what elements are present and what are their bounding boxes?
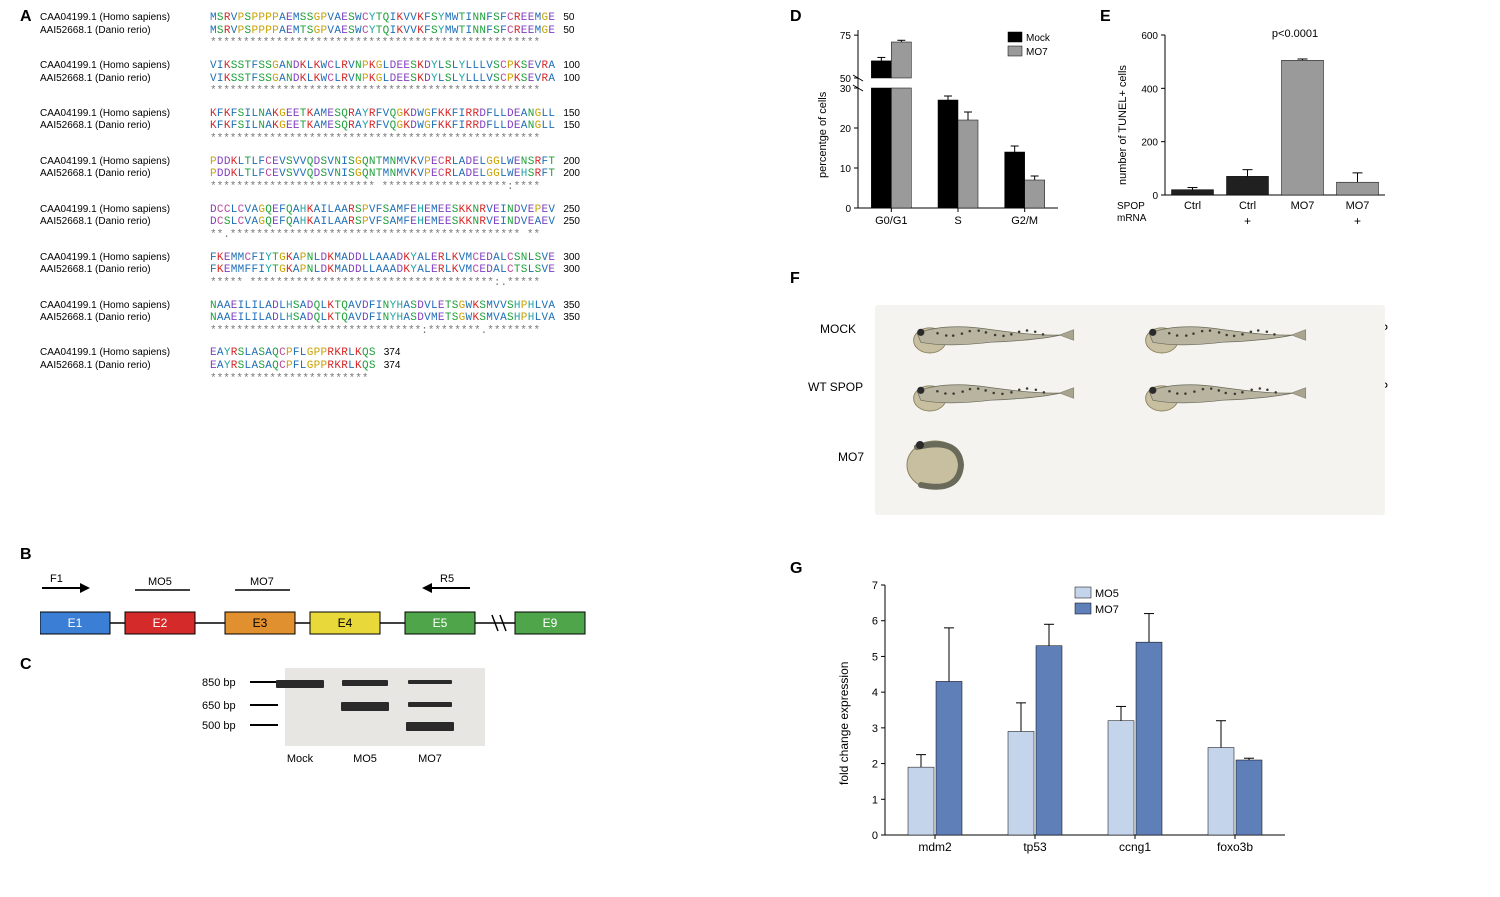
svg-text:ccng1: ccng1 [1119, 840, 1151, 854]
svg-text:percentge of cells: percentge of cells [817, 91, 829, 178]
svg-text:10: 10 [840, 164, 852, 175]
gel-image: 850 bp 650 bp 500 bp Mock MO5 MO7 [200, 660, 490, 773]
svg-text:0: 0 [872, 830, 878, 842]
svg-text:MO7: MO7 [1346, 200, 1370, 212]
svg-text:MO7: MO7 [250, 576, 274, 588]
svg-text:+: + [1354, 214, 1361, 228]
svg-text:MO5: MO5 [353, 753, 377, 765]
svg-text:0: 0 [845, 204, 851, 215]
gene-diagram: E1 E2 E3 E4 E5 E9 F1 R5 MO5 MO7 [40, 570, 600, 643]
svg-text:20: 20 [840, 124, 852, 135]
svg-text:mdm2: mdm2 [918, 840, 952, 854]
svg-text:Mock: Mock [1026, 33, 1051, 44]
svg-text:6: 6 [872, 616, 878, 628]
svg-text:F1: F1 [50, 573, 63, 585]
svg-text:500 bp: 500 bp [202, 720, 236, 732]
panel-label-f: F [790, 270, 800, 288]
svg-text:E5: E5 [433, 616, 448, 630]
svg-text:2: 2 [872, 759, 878, 771]
svg-text:MO7: MO7 [1291, 200, 1315, 212]
svg-text:E1: E1 [68, 616, 83, 630]
svg-text:G2/M: G2/M [1011, 215, 1038, 227]
panel-label-b: B [20, 546, 32, 564]
svg-text:E4: E4 [338, 616, 353, 630]
alignment-panel: CAA04199.1 (Homo sapiens)MSRVPSPPPPAEMSS… [40, 12, 740, 395]
svg-text:MO5: MO5 [148, 576, 172, 588]
svg-text:400: 400 [1141, 84, 1158, 95]
chart-e: 0 200 400 600 number of TUNEL+ cells p<0.0001… [1110, 20, 1410, 250]
svg-text:p<0.0001: p<0.0001 [1272, 28, 1318, 40]
svg-text:number of TUNEL+ cells: number of TUNEL+ cells [1117, 65, 1129, 185]
svg-text:200: 200 [1141, 138, 1158, 149]
fish-label-mo7: MO7 [838, 450, 864, 464]
panel-label-g: G [790, 560, 802, 578]
svg-text:850 bp: 850 bp [202, 677, 236, 689]
svg-text:0: 0 [1152, 191, 1158, 202]
svg-text:E9: E9 [543, 616, 558, 630]
svg-text:mRNA: mRNA [1117, 213, 1147, 224]
svg-text:+: + [1244, 214, 1251, 228]
svg-text:30: 30 [840, 84, 852, 95]
svg-text:75: 75 [840, 31, 852, 42]
svg-text:MO7: MO7 [1026, 47, 1048, 58]
svg-text:MO5: MO5 [1095, 588, 1119, 600]
chart-g: 0 1 2 3 4 5 6 7 fold change expression mdm2 tp53 cc… [830, 575, 1330, 875]
chart-d: 50750102030percentge of cellsG0/G1SG2/MM… [810, 20, 1080, 250]
svg-text:1: 1 [872, 794, 878, 806]
svg-text:fold change expression: fold change expression [837, 662, 851, 785]
svg-text:650 bp: 650 bp [202, 700, 236, 712]
svg-text:Ctrl: Ctrl [1239, 200, 1256, 212]
svg-text:4: 4 [872, 687, 878, 699]
svg-text:foxo3b: foxo3b [1217, 840, 1253, 854]
svg-text:MO7: MO7 [418, 753, 442, 765]
svg-text:E3: E3 [253, 616, 268, 630]
svg-text:R5: R5 [440, 573, 454, 585]
svg-text:Ctrl: Ctrl [1184, 200, 1201, 212]
fish-label-wtspop: WT SPOP [808, 380, 863, 394]
panel-label-a: A [20, 8, 32, 26]
svg-text:MO7: MO7 [1095, 604, 1119, 616]
fish-label-mock: MOCK [820, 322, 856, 336]
svg-text:S: S [954, 215, 961, 227]
svg-text:E2: E2 [153, 616, 168, 630]
zebrafish-panel: MOCK WT SPOP MO7 MO7+WT SPOP MO7+WT SPOP [810, 300, 1400, 530]
panel-label-d: D [790, 8, 802, 26]
svg-text:tp53: tp53 [1023, 840, 1047, 854]
svg-text:SPOP: SPOP [1117, 201, 1145, 212]
svg-text:G0/G1: G0/G1 [875, 215, 907, 227]
svg-text:7: 7 [872, 580, 878, 592]
svg-text:5: 5 [872, 651, 878, 663]
svg-text:Mock: Mock [287, 753, 314, 765]
panel-label-c: C [20, 656, 32, 674]
svg-text:3: 3 [872, 723, 878, 735]
svg-text:600: 600 [1141, 31, 1158, 42]
